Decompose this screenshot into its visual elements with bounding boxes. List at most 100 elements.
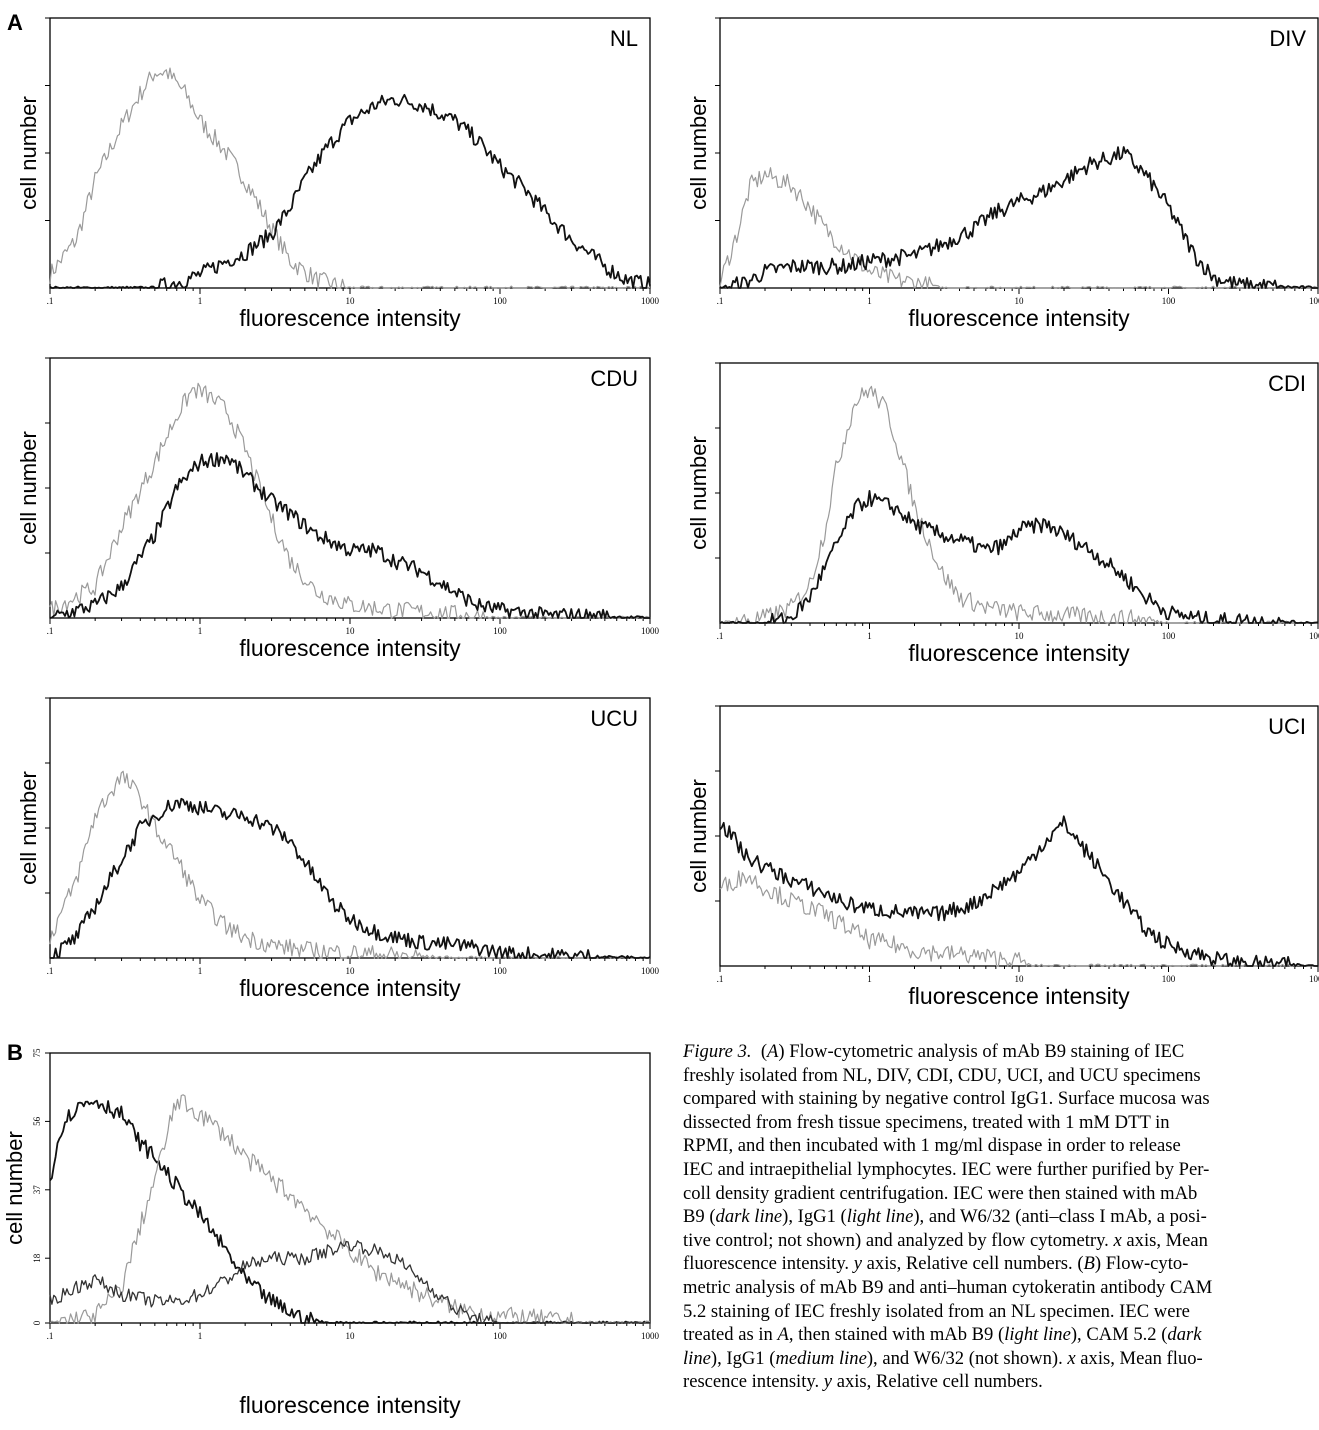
plot-frame	[719, 362, 1319, 624]
x-tick-label: 100	[493, 626, 507, 636]
series-line-dark	[49, 93, 651, 289]
histogram-div: .1 1 10 100 1000 DIV fluorescence intensity cel…	[686, 17, 1319, 331]
x-tick-label: 1000	[1309, 631, 1319, 641]
x-tick-label: 10	[1015, 296, 1025, 306]
series-line-dark	[719, 490, 1319, 624]
panel-label-b: B	[7, 1040, 23, 1065]
series-line-light	[49, 1094, 651, 1324]
x-axis-label: fluorescence intensity	[908, 983, 1130, 1009]
x-axis-label: fluorescence intensity	[908, 640, 1130, 666]
series-line-dark	[49, 452, 650, 619]
figure-caption: Figure 3. (A) Flow-cytometric analysis o…	[683, 1040, 1319, 1394]
y-axis-label: cell number	[686, 436, 711, 550]
x-tick-label: 1000	[641, 626, 660, 636]
caption-line: fluorescence intensity. y axis, Relative…	[683, 1253, 1189, 1275]
caption-line: 5.2 staining of IEC freshly isolated fro…	[683, 1300, 1190, 1322]
x-tick-label: .1	[47, 296, 54, 306]
series-line-light	[49, 67, 651, 289]
y-axis-label: cell number	[686, 96, 711, 210]
caption-line: freshly isolated from NL, DIV, CDI, CDU,…	[683, 1064, 1201, 1086]
series-line-light	[719, 385, 1319, 624]
caption-line: compared with staining by negative contr…	[683, 1088, 1210, 1110]
x-axis-label: fluorescence intensity	[239, 635, 461, 661]
series-line-dark	[719, 146, 1318, 289]
caption-line: metric analysis of mAb B9 and anti–human…	[683, 1276, 1213, 1298]
sample-label: DIV	[1269, 26, 1306, 51]
x-tick-label: 1	[867, 296, 872, 306]
sample-label: UCU	[590, 706, 638, 731]
x-axis-label: fluorescence intensity	[239, 1392, 461, 1418]
caption-line: Figure 3. (A) Flow-cytometric analysis o…	[683, 1041, 1185, 1062]
caption-line: RPMI, and then incubated with 1 mg/ml di…	[683, 1135, 1181, 1157]
plot-frame	[49, 17, 651, 289]
y-tick-label: 37	[32, 1185, 42, 1195]
x-tick-label: 1000	[641, 1331, 660, 1341]
series-line-light	[49, 382, 651, 619]
x-tick-label: 100	[1162, 974, 1176, 984]
x-tick-label: 100	[1162, 631, 1176, 641]
plot-frame	[49, 357, 651, 619]
histogram-cdi: .1 1 10 100 1000 CDI fluorescence intensity cel…	[686, 362, 1319, 666]
plot-frame	[719, 17, 1319, 289]
x-tick-label: 100	[493, 1331, 507, 1341]
x-tick-label: 10	[346, 296, 356, 306]
x-tick-label: .1	[717, 631, 724, 641]
x-tick-label: 1000	[1309, 296, 1319, 306]
x-axis-label: fluorescence intensity	[239, 975, 461, 1001]
x-tick-label: 1000	[1309, 974, 1319, 984]
plot-frame	[719, 705, 1319, 967]
series-line-light	[719, 167, 1319, 289]
caption-line: coll density gradient centrifugation. IE…	[683, 1182, 1198, 1204]
sample-label: NL	[610, 26, 638, 51]
x-tick-label: .1	[47, 1331, 54, 1341]
histogram-b: .1 1 10 100 1000 0 18 37 56 75 fluorescence intens…	[2, 1048, 660, 1418]
caption-line: treated as in A, then stained with mAb B…	[683, 1324, 1202, 1346]
sample-label: CDI	[1268, 371, 1306, 396]
y-tick-label: 75	[32, 1048, 42, 1058]
x-tick-label: 100	[493, 296, 507, 306]
x-tick-label: 1	[198, 966, 203, 976]
series-line-light	[719, 870, 1318, 967]
caption-line: rescence intensity. y axis, Relative cel…	[683, 1371, 1043, 1393]
x-tick-label: .1	[717, 974, 724, 984]
x-axis-label: fluorescence intensity	[239, 305, 461, 331]
x-tick-label: 10	[346, 1331, 356, 1341]
series-line-dark	[49, 1099, 650, 1324]
plot-frame	[49, 697, 651, 959]
x-tick-label: 1000	[641, 966, 660, 976]
y-axis-label: cell number	[16, 96, 41, 210]
x-tick-label: 10	[346, 626, 356, 636]
plot-frame	[49, 1052, 651, 1324]
caption-prefix: Figure 3.	[683, 1041, 752, 1062]
y-tick-label: 56	[32, 1116, 42, 1126]
caption-line: dissected from fresh tissue specimens, t…	[683, 1111, 1170, 1133]
x-tick-label: 1	[198, 626, 203, 636]
x-tick-label: 10	[1015, 974, 1025, 984]
x-tick-label: .1	[47, 966, 54, 976]
series-line-dark	[50, 797, 651, 959]
x-tick-label: 100	[1162, 296, 1176, 306]
caption-line: tive control; not shown) and analyzed by…	[683, 1229, 1208, 1251]
x-tick-label: 100	[493, 966, 507, 976]
y-axis-label: cell number	[686, 779, 711, 893]
x-tick-label: 1	[198, 296, 203, 306]
histogram-nl: .1 1 10 100 1000 NL fluorescence intensity cell…	[16, 17, 660, 331]
series-line-dark	[719, 815, 1318, 967]
series-line-light	[49, 770, 651, 959]
panel-label-a: A	[7, 10, 23, 35]
sample-label: CDU	[590, 366, 638, 391]
x-tick-label: 10	[1015, 631, 1025, 641]
x-tick-label: .1	[717, 296, 724, 306]
sample-label: UCI	[1268, 714, 1306, 739]
x-tick-label: 10	[346, 966, 356, 976]
histogram-ucu: .1 1 10 100 1000 UCU fluorescence intensity cel…	[16, 697, 660, 1001]
x-axis-label: fluorescence intensity	[908, 305, 1130, 331]
caption-line: B9 (dark line), IgG1 (light line), and W…	[683, 1206, 1207, 1228]
y-tick-label: 0	[32, 1320, 42, 1325]
y-axis-label: cell number	[2, 1131, 27, 1245]
caption-line: IEC and intraepithelial lymphocytes. IEC…	[683, 1158, 1210, 1180]
x-tick-label: 1000	[641, 296, 660, 306]
caption-line: line), IgG1 (medium line), and W6/32 (no…	[683, 1347, 1203, 1369]
x-tick-label: 1	[867, 631, 872, 641]
x-tick-label: 1	[867, 974, 872, 984]
